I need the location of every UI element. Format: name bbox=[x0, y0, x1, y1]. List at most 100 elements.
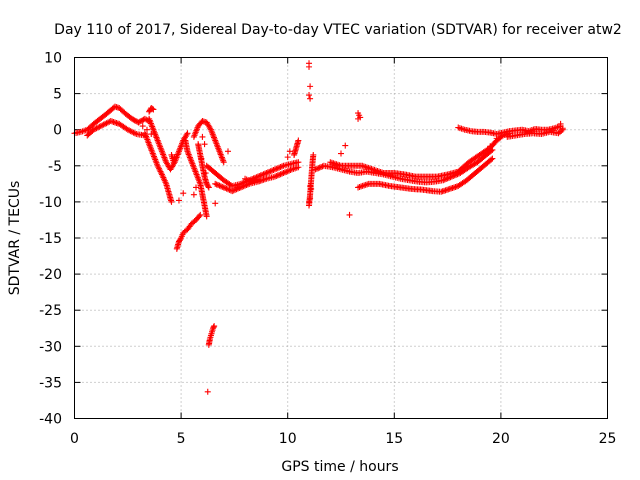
data-point bbox=[259, 171, 266, 178]
data-point bbox=[197, 211, 204, 218]
data-point bbox=[260, 171, 267, 178]
data-point bbox=[310, 151, 317, 158]
data-point bbox=[92, 125, 99, 132]
data-point bbox=[100, 121, 107, 128]
data-point bbox=[193, 184, 200, 191]
data-point bbox=[315, 165, 322, 172]
data-point bbox=[267, 168, 274, 175]
data-point bbox=[243, 182, 250, 189]
data-point bbox=[488, 156, 495, 163]
data-point bbox=[212, 200, 219, 207]
data-point bbox=[273, 165, 280, 172]
data-point bbox=[338, 150, 344, 157]
data-point bbox=[232, 186, 239, 193]
data-point bbox=[156, 167, 163, 174]
data-point bbox=[138, 118, 145, 125]
data-point bbox=[219, 183, 226, 190]
data-point bbox=[287, 167, 294, 174]
data-point bbox=[266, 168, 273, 175]
data-point bbox=[263, 170, 270, 177]
data-point bbox=[143, 116, 150, 123]
data-point bbox=[230, 187, 237, 194]
data-point bbox=[286, 167, 293, 174]
data-points bbox=[71, 60, 566, 395]
data-point bbox=[257, 172, 264, 179]
data-point bbox=[225, 186, 232, 193]
tick-labels: 0 5 10 15 20 25 10 5 0 -5 -10 -15 -20 -25 -30 -35 -40 bbox=[39, 51, 616, 448]
data-point bbox=[256, 173, 263, 180]
data-point bbox=[489, 155, 496, 162]
data-point bbox=[180, 190, 187, 197]
data-point bbox=[190, 191, 197, 198]
data-point bbox=[212, 180, 219, 187]
data-point bbox=[271, 166, 278, 173]
data-point bbox=[99, 122, 106, 129]
data-point bbox=[129, 128, 136, 135]
x-tick-label: 15 bbox=[385, 431, 403, 447]
data-point bbox=[149, 105, 156, 112]
data-point bbox=[157, 168, 164, 175]
data-point bbox=[132, 118, 139, 125]
data-point bbox=[281, 169, 288, 176]
data-point bbox=[239, 183, 246, 190]
data-point bbox=[124, 126, 131, 133]
data-point bbox=[103, 120, 110, 127]
data-point bbox=[90, 126, 97, 133]
data-point bbox=[130, 129, 137, 136]
data-point bbox=[286, 148, 293, 155]
data-point bbox=[196, 213, 203, 220]
data-point bbox=[295, 164, 302, 171]
data-point bbox=[283, 168, 290, 175]
data-point bbox=[487, 143, 494, 150]
data-point bbox=[139, 117, 146, 124]
data-point bbox=[261, 170, 268, 177]
data-point bbox=[284, 154, 291, 161]
x-tick-label: 10 bbox=[279, 431, 297, 447]
data-point bbox=[156, 165, 163, 172]
y-tick-label: 0 bbox=[53, 123, 62, 139]
data-point bbox=[97, 123, 104, 130]
data-point bbox=[269, 167, 276, 174]
data-point bbox=[126, 127, 133, 134]
data-point bbox=[129, 115, 136, 122]
data-point bbox=[216, 182, 223, 189]
data-point bbox=[346, 211, 353, 218]
data-point bbox=[201, 141, 208, 148]
data-point bbox=[558, 127, 565, 134]
data-point bbox=[183, 131, 190, 138]
data-point bbox=[234, 185, 241, 192]
data-point bbox=[225, 148, 232, 155]
data-point bbox=[148, 131, 155, 138]
data-point bbox=[150, 106, 157, 113]
data-point bbox=[94, 124, 101, 131]
data-point bbox=[307, 195, 314, 202]
data-point bbox=[274, 172, 281, 179]
data-point bbox=[316, 164, 323, 171]
data-point bbox=[313, 165, 320, 172]
data-point bbox=[236, 185, 243, 192]
data-point bbox=[222, 185, 229, 192]
data-point bbox=[557, 120, 564, 127]
data-point bbox=[198, 155, 205, 162]
y-tick-label: 5 bbox=[53, 87, 62, 103]
data-point bbox=[139, 123, 146, 130]
data-point bbox=[306, 63, 313, 70]
data-point bbox=[102, 120, 109, 127]
data-point bbox=[307, 95, 314, 102]
data-point bbox=[295, 137, 302, 144]
data-point bbox=[318, 164, 325, 171]
data-point bbox=[205, 183, 212, 190]
y-tick-label: -25 bbox=[39, 303, 62, 319]
data-point bbox=[306, 198, 313, 205]
data-point bbox=[307, 83, 314, 90]
data-point bbox=[155, 164, 162, 171]
data-point bbox=[270, 167, 277, 174]
data-point bbox=[217, 183, 224, 190]
data-point bbox=[559, 125, 566, 132]
data-point bbox=[273, 173, 280, 180]
data-point bbox=[276, 171, 283, 178]
data-point bbox=[127, 128, 134, 135]
data-point bbox=[295, 159, 302, 166]
data-point bbox=[184, 130, 191, 137]
